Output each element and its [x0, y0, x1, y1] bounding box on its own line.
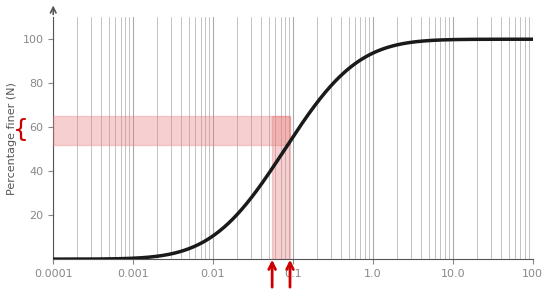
Y-axis label: Percentage finer (N): Percentage finer (N) — [7, 82, 17, 195]
Text: {: { — [13, 119, 29, 142]
Bar — [272, 116, 290, 259]
Bar — [53, 116, 290, 145]
